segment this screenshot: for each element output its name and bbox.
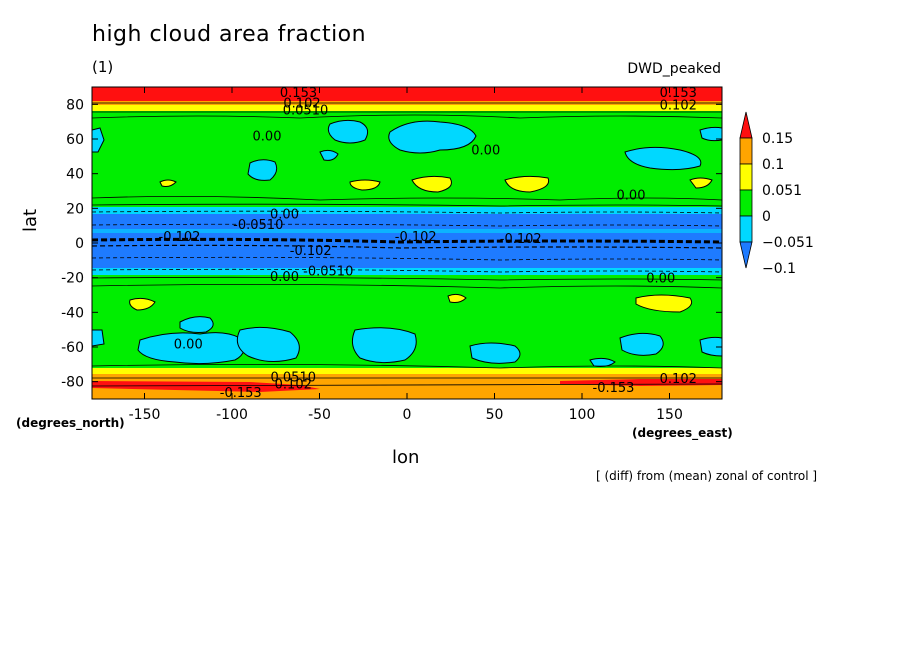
blob-yellow bbox=[689, 177, 713, 189]
band-south-yellow bbox=[92, 368, 722, 376]
colorbar-label: 0 bbox=[762, 209, 771, 225]
blob-cyan bbox=[92, 127, 105, 153]
blob-cyan bbox=[236, 326, 300, 362]
blob-yellow bbox=[349, 179, 381, 191]
y-axis-label: lat bbox=[20, 208, 41, 232]
colorbar-label: −0.1 bbox=[762, 261, 796, 277]
contour-label: 0.00 bbox=[270, 270, 299, 285]
y-axis-units: (degrees_north) bbox=[16, 416, 125, 430]
contour-label: 0.102 bbox=[275, 377, 312, 392]
x-axis-label: lon bbox=[392, 447, 420, 468]
contour-label: 0.00 bbox=[270, 208, 299, 223]
x-tick-label: 100 bbox=[569, 407, 596, 423]
blob-cyan bbox=[327, 119, 369, 144]
contour-label: 0.102 bbox=[283, 97, 320, 112]
band-north-yellow bbox=[92, 105, 722, 111]
x-tick-label: -50 bbox=[308, 407, 331, 423]
blob-cyan bbox=[699, 336, 722, 357]
y-axis: -80 -60 -40 -20 0 20 40 60 80 bbox=[61, 97, 722, 391]
contour-label: 0.153 bbox=[280, 86, 317, 101]
blob-yellow bbox=[635, 294, 693, 313]
contour-label: -0.0510 bbox=[233, 218, 283, 233]
blob-cyan bbox=[179, 316, 214, 333]
y-tick-label: -80 bbox=[61, 375, 84, 391]
contour-label: 0.0510 bbox=[271, 370, 317, 385]
colorbar-segment bbox=[739, 137, 753, 165]
contour-label: -0.0510 bbox=[303, 265, 353, 280]
contour-label: 0.00 bbox=[646, 272, 675, 287]
blob-cyan bbox=[619, 332, 664, 356]
equator-contour bbox=[92, 244, 722, 249]
band-north-orange bbox=[92, 99, 722, 109]
contour-label: -0.102 bbox=[395, 230, 437, 245]
colorbar-segment bbox=[739, 189, 753, 217]
contour-label: -0.102 bbox=[500, 232, 542, 247]
colorbar-segment bbox=[739, 163, 753, 191]
y-tick-label: -40 bbox=[61, 305, 84, 321]
colorbar-label: −0.051 bbox=[762, 235, 814, 251]
colorbar-label: 0.051 bbox=[762, 183, 802, 199]
y-tick-label: -20 bbox=[61, 271, 84, 287]
y-tick-label: 20 bbox=[66, 201, 84, 217]
x-tick-label: -100 bbox=[216, 407, 248, 423]
contour-label: -0.102 bbox=[159, 230, 201, 245]
blob-cyan bbox=[247, 159, 278, 181]
contour-label: 0.00 bbox=[617, 188, 646, 203]
colorbar-segment bbox=[739, 215, 753, 243]
panel-label: (1) bbox=[92, 58, 114, 76]
blob-yellow bbox=[447, 293, 467, 303]
y-tick-label: 60 bbox=[66, 132, 84, 148]
blob-cyan bbox=[469, 342, 521, 364]
band-north-red bbox=[92, 87, 722, 101]
contour-label: 0.00 bbox=[174, 338, 203, 353]
footnote: [ (diff) from (mean) zonal of control ] bbox=[596, 469, 818, 483]
band-tropics-cyan-inner-n bbox=[92, 229, 722, 233]
x-axis-units: (degrees_east) bbox=[632, 426, 733, 440]
blob-cyan bbox=[351, 327, 417, 364]
x-tick-label: 0 bbox=[403, 407, 412, 423]
contour-label: 0.153 bbox=[660, 86, 697, 101]
colorbar-segment bbox=[739, 241, 753, 269]
blob-cyan bbox=[388, 120, 477, 154]
equator-contour bbox=[92, 237, 722, 244]
contour-label: -0.153 bbox=[220, 386, 262, 401]
x-tick-label: 50 bbox=[486, 407, 504, 423]
blob-cyan bbox=[319, 149, 339, 161]
x-tick-label: 150 bbox=[656, 407, 683, 423]
x-tick-label: -150 bbox=[129, 407, 161, 423]
blob-cyan bbox=[699, 126, 722, 142]
x-axis: -150 -100 -50 0 50 100 150 bbox=[129, 87, 683, 423]
blob-yellow bbox=[159, 179, 177, 187]
blob-yellow bbox=[504, 175, 550, 193]
experiment-label: DWD_peaked bbox=[627, 61, 721, 77]
chart-title: high cloud area fraction bbox=[92, 22, 367, 47]
y-tick-label: 0 bbox=[75, 236, 84, 252]
colorbar-label: 0.15 bbox=[762, 131, 793, 147]
contour-label: 0.00 bbox=[471, 143, 500, 158]
colorbar-segment bbox=[739, 111, 753, 139]
contour-label: 0.102 bbox=[660, 98, 697, 113]
y-tick-label: 80 bbox=[66, 97, 84, 113]
blob-yellow bbox=[129, 297, 156, 311]
band-south-red-left bbox=[92, 381, 320, 392]
y-tick-label: -60 bbox=[61, 340, 84, 356]
blob-cyan bbox=[92, 329, 105, 347]
blob-yellow bbox=[411, 175, 452, 193]
contour-label: 0.00 bbox=[253, 130, 282, 145]
blob-cyan bbox=[624, 146, 702, 171]
contour-label: 0.0510 bbox=[283, 104, 329, 119]
contour-label: 0.102 bbox=[660, 372, 697, 387]
y-tick-label: 40 bbox=[66, 167, 84, 183]
colorbar: 0.15 0.1 0.051 0 −0.051 −0.1 bbox=[739, 111, 814, 277]
colorbar-label: 0.1 bbox=[762, 157, 784, 173]
contour-label: -0.153 bbox=[593, 381, 635, 396]
contour-label: -0.102 bbox=[290, 244, 332, 259]
